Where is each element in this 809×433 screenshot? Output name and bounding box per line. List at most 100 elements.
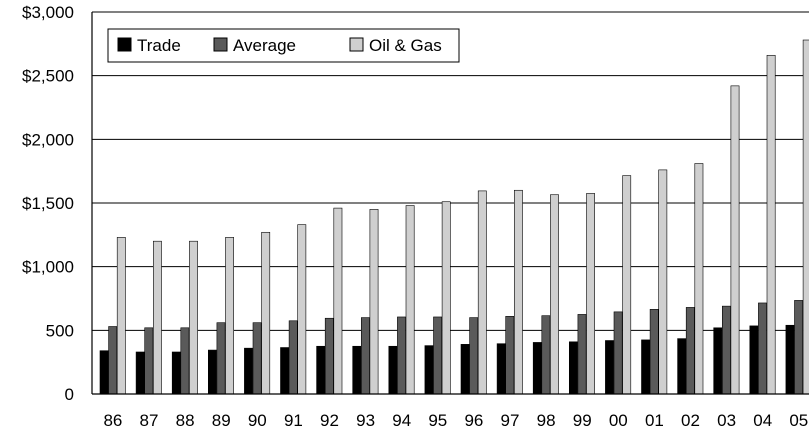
x-tick-label: 00 xyxy=(609,411,628,430)
x-tick-label: 90 xyxy=(248,411,267,430)
bar-average-93 xyxy=(360,317,370,395)
bar-oil-gas-97 xyxy=(513,189,523,395)
bar-average-01 xyxy=(649,309,659,395)
legend-label-average: Average xyxy=(233,36,296,55)
bar-average-88 xyxy=(180,327,190,395)
bar-trade-91 xyxy=(280,347,289,395)
bar-average-99 xyxy=(577,314,587,395)
bar-trade-86 xyxy=(99,350,109,395)
bar-trade-92 xyxy=(316,345,326,395)
bar-oil-gas-04 xyxy=(766,54,776,395)
bar-trade-97 xyxy=(496,343,506,395)
bar-trade-01 xyxy=(641,339,650,395)
x-tick-label: 02 xyxy=(681,411,700,430)
legend-box xyxy=(107,28,460,63)
bar-average-94 xyxy=(397,316,406,395)
bar-average-91 xyxy=(288,320,298,395)
x-tick-label: 96 xyxy=(464,411,483,430)
bar-average-98 xyxy=(541,315,551,395)
x-tick-label: 03 xyxy=(717,411,736,430)
bar-oil-gas-00 xyxy=(622,175,632,395)
x-tick-label: 05 xyxy=(789,411,808,430)
bar-trade-00 xyxy=(605,340,614,395)
x-tick-label: 04 xyxy=(753,411,772,430)
bar-oil-gas-86 xyxy=(116,237,126,395)
legend-swatch-average xyxy=(213,37,228,52)
bar-average-86 xyxy=(108,326,118,395)
bar-trade-04 xyxy=(749,325,759,395)
y-tick-label: 0 xyxy=(65,385,74,404)
x-tick-label: 88 xyxy=(176,411,195,430)
legend-label-trade: Trade xyxy=(137,36,181,55)
x-tick-label: 92 xyxy=(320,411,339,430)
x-tick-label: 89 xyxy=(212,411,231,430)
bar-average-05 xyxy=(794,300,803,395)
x-tick-label: 86 xyxy=(103,411,122,430)
bar-oil-gas-02 xyxy=(694,163,704,395)
bar-oil-gas-88 xyxy=(189,240,198,395)
bar-trade-02 xyxy=(677,338,687,395)
bar-trade-05 xyxy=(785,324,795,395)
bar-trade-96 xyxy=(460,344,470,395)
bar-average-97 xyxy=(505,316,515,395)
x-tick-label: 98 xyxy=(537,411,556,430)
bar-oil-gas-92 xyxy=(333,207,343,395)
bar-average-02 xyxy=(685,307,695,395)
y-tick-label: $1,000 xyxy=(22,258,74,277)
bar-average-00 xyxy=(613,311,623,395)
x-tick-label: 95 xyxy=(428,411,447,430)
bar-trade-87 xyxy=(135,351,145,395)
y-tick-labels: 0 500 $1,000 $1,500 $2,000 $2,500 $3,000 xyxy=(22,3,74,404)
bar-oil-gas-91 xyxy=(297,224,307,395)
bar-oil-gas-93 xyxy=(369,209,379,395)
bar-average-95 xyxy=(433,316,442,395)
y-tick-label: $2,500 xyxy=(22,67,74,86)
bar-average-03 xyxy=(721,305,731,395)
bars xyxy=(99,39,809,395)
bar-trade-90 xyxy=(244,347,253,395)
bar-oil-gas-01 xyxy=(658,169,668,395)
legend-label-oil-gas: Oil & Gas xyxy=(369,36,442,55)
y-tick-label: $2,000 xyxy=(22,130,74,149)
y-tick-label: 500 xyxy=(46,321,74,340)
bar-average-89 xyxy=(216,322,226,395)
x-tick-label: 99 xyxy=(573,411,592,430)
bar-oil-gas-95 xyxy=(441,201,451,395)
x-tick-label: 93 xyxy=(356,411,375,430)
bar-trade-03 xyxy=(713,327,723,395)
bar-trade-98 xyxy=(532,342,542,395)
y-tick-label: $1,500 xyxy=(22,194,74,213)
bar-trade-88 xyxy=(171,351,181,395)
legend-swatch-trade xyxy=(117,37,132,52)
bar-trade-94 xyxy=(388,345,398,395)
bar-average-90 xyxy=(252,322,262,395)
bar-trade-93 xyxy=(352,345,362,395)
bar-average-87 xyxy=(144,327,154,395)
bar-trade-99 xyxy=(568,341,578,395)
axes xyxy=(91,12,809,395)
bar-average-04 xyxy=(758,302,767,395)
legend-swatch-oil-gas xyxy=(349,37,364,52)
x-tick-label: 97 xyxy=(501,411,520,430)
bar-oil-gas-98 xyxy=(550,194,559,395)
bar-oil-gas-94 xyxy=(405,205,415,395)
x-tick-label: 91 xyxy=(284,411,303,430)
bar-oil-gas-87 xyxy=(153,240,162,395)
bar-average-92 xyxy=(324,317,334,395)
bar-average-96 xyxy=(469,317,479,395)
x-tick-label: 94 xyxy=(392,411,411,430)
bar-oil-gas-89 xyxy=(225,237,234,395)
bar-trade-89 xyxy=(208,349,217,395)
x-tick-label: 87 xyxy=(140,411,159,430)
bar-trade-95 xyxy=(424,345,434,395)
legend: Trade Average Oil & Gas xyxy=(107,28,460,63)
x-tick-label: 01 xyxy=(645,411,664,430)
bar-oil-gas-03 xyxy=(730,85,740,395)
bar-oil-gas-05 xyxy=(802,39,809,395)
bar-oil-gas-99 xyxy=(586,193,595,395)
bar-oil-gas-96 xyxy=(477,190,487,395)
y-tick-label: $3,000 xyxy=(22,3,74,22)
bar-oil-gas-90 xyxy=(261,231,271,395)
x-tick-labels: 86 87 88 89 90 91 92 93 94 95 96 97 98 99 00 01 02 03 04 05 xyxy=(103,411,808,430)
